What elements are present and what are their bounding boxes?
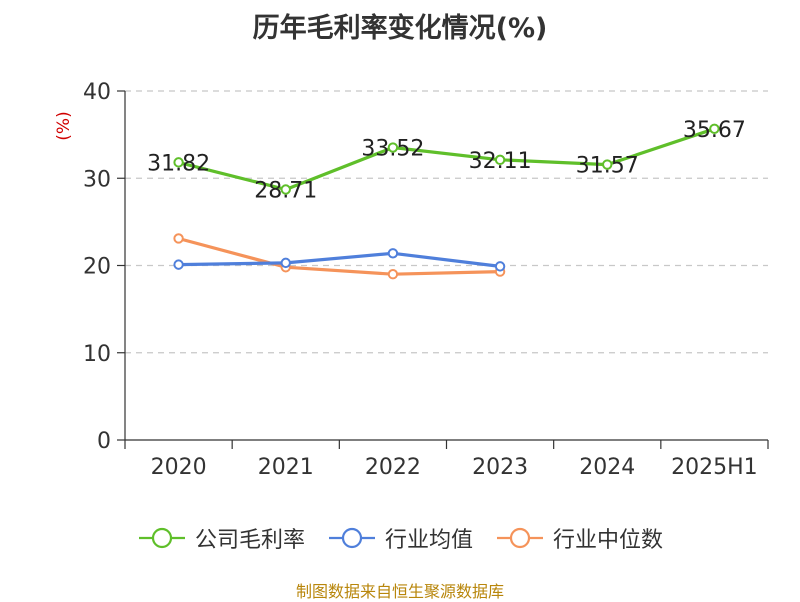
- data-label-layer: 31.82 28.71 33.52 32.11 31.57 35.67: [147, 118, 746, 204]
- legend-swatch: [138, 527, 185, 549]
- series-layer: [173, 123, 720, 280]
- data-point: [387, 269, 399, 280]
- data-point: [602, 159, 613, 170]
- legend-label: 行业均值: [384, 528, 473, 553]
- data-point: [280, 184, 291, 195]
- y-tick-label: 30: [83, 167, 111, 192]
- x-tick-label: 2022: [365, 455, 421, 480]
- data-point: [709, 123, 720, 134]
- data-label: 33.52: [361, 137, 424, 162]
- data-point: [173, 259, 184, 270]
- x-tick-label: 2025H1: [671, 455, 758, 480]
- legend-label: 行业中位数: [553, 528, 664, 553]
- y-tick-label: 40: [83, 80, 111, 105]
- y-tick-label: 10: [83, 342, 111, 367]
- legend-marker: [151, 527, 173, 549]
- x-tick-label: 2024: [579, 455, 635, 480]
- x-tick-label: 2023: [472, 455, 528, 480]
- data-point: [494, 154, 506, 166]
- legend-item[interactable]: 公司毛利率: [137, 522, 305, 554]
- legend-swatch: [328, 527, 375, 549]
- data-point: [173, 157, 184, 168]
- legend: 公司毛利率 行业均值 行业中位数: [0, 518, 800, 558]
- data-point: [280, 257, 291, 269]
- x-tick-label: 2021: [258, 455, 314, 480]
- data-point: [387, 142, 399, 153]
- data-label: 35.67: [683, 118, 746, 143]
- series-line-2: [178, 236, 501, 276]
- legend-marker: [509, 527, 531, 549]
- data-label: 31.82: [147, 151, 210, 176]
- data-point: [387, 248, 399, 259]
- legend-item[interactable]: 行业均值: [327, 522, 473, 554]
- legend-item[interactable]: 行业中位数: [495, 522, 663, 554]
- y-axis-label: (%): [54, 111, 74, 140]
- x-tick-label: 2020: [151, 455, 207, 480]
- data-point: [494, 261, 506, 272]
- series-line-0: [178, 127, 715, 192]
- data-point: [173, 233, 184, 244]
- legend-marker: [341, 527, 363, 549]
- legend-label: 公司毛利率: [194, 528, 305, 553]
- y-tick-label: 20: [83, 255, 111, 280]
- axis-layer: 0 10 20 30 40 2020 2021 2022 2023 2024 2025H1 (%): [54, 80, 769, 480]
- y-tick-label: 0: [97, 429, 111, 454]
- data-label: 28.71: [254, 179, 317, 204]
- data-label: 32.11: [469, 149, 532, 174]
- series-line-1: [178, 251, 501, 268]
- grid-layer: [125, 90, 768, 354]
- legend-swatch: [497, 527, 543, 549]
- data-label: 31.57: [576, 154, 639, 179]
- source-note: 制图数据来自恒生聚源数据库: [295, 582, 504, 601]
- chart-title: 历年毛利率变化情况(%): [252, 13, 548, 44]
